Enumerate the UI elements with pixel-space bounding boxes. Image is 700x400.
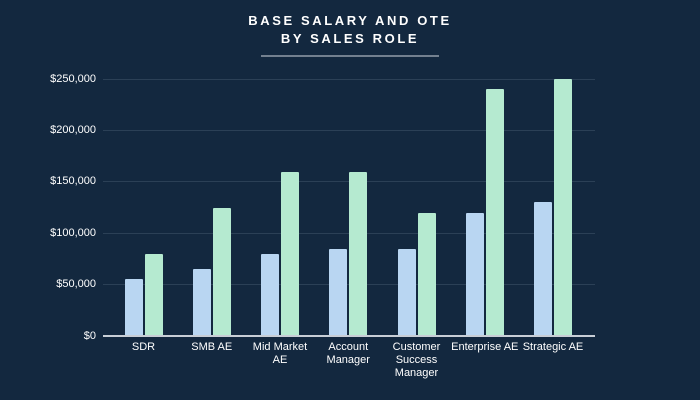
x-axis-label: Enterprise AE [451,341,519,353]
x-axis-label: SMB AE [191,341,233,353]
title-divider [261,55,439,57]
x-axis-label: SDR [131,341,156,353]
y-axis-tick-label: $50,000 [56,278,96,291]
x-axis-label: Account Manager [326,341,370,366]
bar-base-salary [397,248,416,336]
gridline [103,232,595,234]
y-axis-tick-label: $100,000 [50,226,96,239]
gridline [103,181,595,183]
chart-title-line-2: BY SALES ROLE [280,31,420,46]
bar-ote [554,79,572,336]
bar-ote [281,171,299,336]
y-axis-tick-label: $250,000 [50,72,96,85]
bar-base-salary [329,248,348,336]
bar-base-salary [124,279,143,336]
bar-ote [417,212,436,336]
x-axis-baseline [103,335,595,337]
x-axis-label: Customer Success Manager [392,341,441,379]
x-axis-label: Strategic AE [522,341,584,353]
bar-ote [144,253,163,336]
gridline [103,284,595,286]
gridline [103,78,595,80]
x-axis-label: Mid Market AE [252,341,308,366]
y-axis-tick-label: $150,000 [50,175,96,188]
bar-base-salary [261,253,279,336]
bar-base-salary [534,202,552,336]
chart-title: BASE SALARY AND OTE BY SALES ROLE [0,12,700,57]
bar-ote [212,207,231,336]
bar-ote [349,171,368,336]
bar-base-salary [465,212,484,336]
gridline [103,129,595,131]
bar-ote [485,89,504,336]
y-axis-tick-label: $0 [83,329,96,342]
chart-title-line-1: BASE SALARY AND OTE [248,13,452,28]
y-axis-tick-label: $200,000 [50,123,96,136]
bar-base-salary [192,269,211,336]
